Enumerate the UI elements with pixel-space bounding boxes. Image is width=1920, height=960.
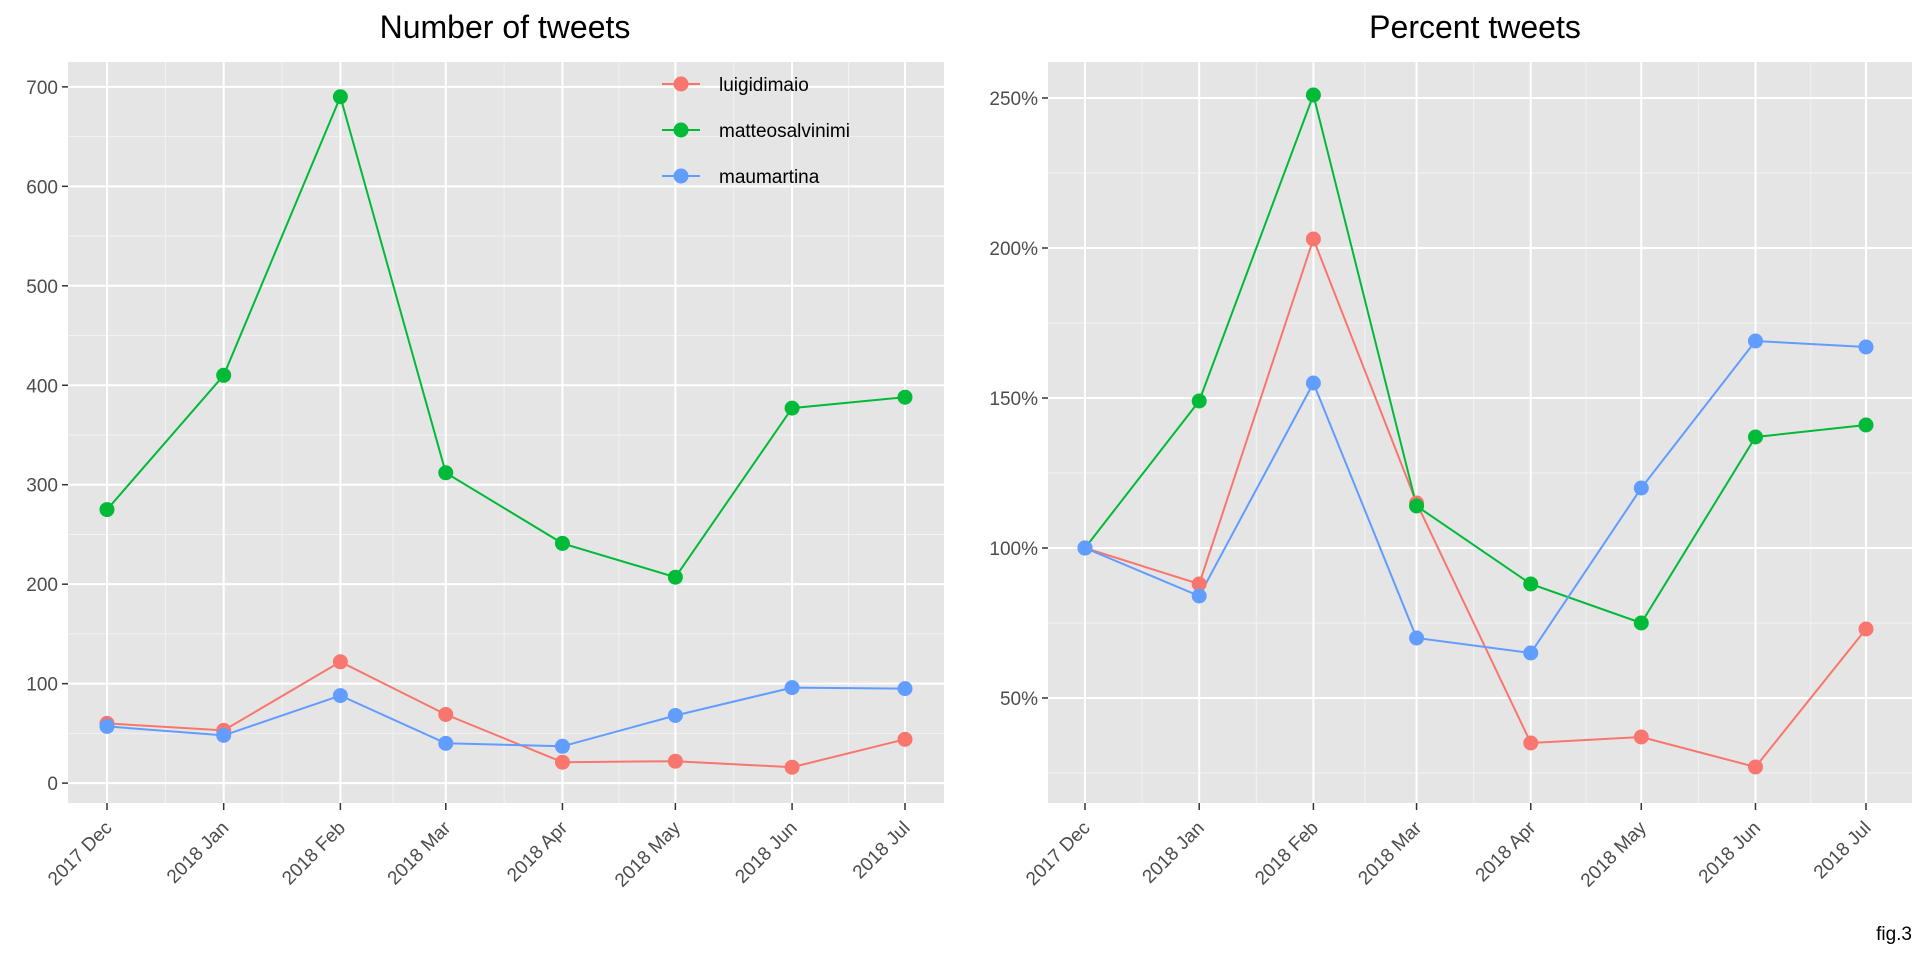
y-tick-label: 500 bbox=[26, 277, 58, 298]
data-point-matteosalvinimi bbox=[1523, 576, 1539, 592]
data-point-maumartina bbox=[1077, 540, 1093, 556]
data-point-matteosalvinimi bbox=[1747, 429, 1763, 445]
y-tick-label: 100% bbox=[989, 539, 1038, 560]
data-point-maumartina bbox=[332, 688, 348, 704]
data-point-matteosalvinimi bbox=[1191, 393, 1207, 409]
panel-background bbox=[1048, 62, 1912, 803]
legend: luigidimaio matteosalvinimi maumartina bbox=[662, 75, 850, 188]
data-point-luigidimaio bbox=[897, 731, 913, 747]
data-point-maumartina bbox=[99, 718, 115, 734]
y-tick-label: 200% bbox=[989, 239, 1038, 260]
data-point-maumartina bbox=[1305, 375, 1321, 391]
y-tick-label: 700 bbox=[26, 78, 58, 99]
data-point-luigidimaio bbox=[438, 706, 454, 722]
data-point-maumartina bbox=[667, 707, 683, 723]
data-point-luigidimaio bbox=[332, 654, 348, 670]
legend-label: maumartina bbox=[719, 167, 820, 188]
data-point-maumartina bbox=[1858, 339, 1874, 355]
data-point-maumartina bbox=[216, 727, 232, 743]
legend-label: luigidimaio bbox=[719, 75, 809, 96]
data-point-luigidimaio bbox=[1633, 729, 1649, 745]
y-tick-label: 50% bbox=[1000, 689, 1038, 710]
data-point-matteosalvinimi bbox=[897, 389, 913, 405]
legend-label: matteosalvinimi bbox=[719, 121, 850, 142]
data-point-luigidimaio bbox=[1858, 621, 1874, 637]
data-point-matteosalvinimi bbox=[784, 400, 800, 416]
chart-panel-number-of-tweets: Number of tweets 01002003004005006007002… bbox=[26, 9, 944, 892]
data-point-matteosalvinimi bbox=[216, 367, 232, 383]
data-point-matteosalvinimi bbox=[1305, 87, 1321, 103]
series-line-matteosalvinimi bbox=[106, 93, 906, 579]
data-point-maumartina bbox=[1633, 480, 1649, 496]
series-line-matteosalvinimi bbox=[1084, 91, 1867, 625]
data-point-matteosalvinimi bbox=[1409, 498, 1425, 514]
data-point-luigidimaio bbox=[1305, 231, 1321, 247]
data-point-luigidimaio bbox=[554, 754, 570, 770]
y-tick-label: 0 bbox=[47, 774, 58, 795]
series-line-luigidimaio bbox=[1084, 236, 1867, 769]
data-point-matteosalvinimi bbox=[438, 465, 454, 481]
y-tick-label: 400 bbox=[26, 376, 58, 397]
data-point-matteosalvinimi bbox=[332, 89, 348, 105]
y-tick-label: 300 bbox=[26, 476, 58, 497]
data-point-maumartina bbox=[438, 735, 454, 751]
figure-caption: fig.3 bbox=[1876, 924, 1912, 945]
data-point-matteosalvinimi bbox=[99, 502, 115, 518]
data-point-matteosalvinimi bbox=[1858, 417, 1874, 433]
plot-area: 50%100%150%200%250%2017 Dec 2018 Jan 2018 … bbox=[989, 62, 1912, 892]
data-point-maumartina bbox=[1747, 333, 1763, 349]
legend-key-point bbox=[673, 168, 689, 184]
data-point-matteosalvinimi bbox=[667, 569, 683, 585]
data-point-luigidimaio bbox=[1191, 576, 1207, 592]
chart-panel-percent-tweets: Percent tweets 50%100%150%200%250%2017 D… bbox=[989, 9, 1912, 892]
y-tick-label: 250% bbox=[989, 89, 1038, 110]
data-point-matteosalvinimi bbox=[1633, 615, 1649, 631]
data-point-maumartina bbox=[784, 680, 800, 696]
y-tick-label: 600 bbox=[26, 177, 58, 198]
legend-key-point bbox=[673, 122, 689, 138]
data-point-maumartina bbox=[1523, 645, 1539, 661]
data-point-luigidimaio bbox=[1747, 759, 1763, 775]
y-tick-label: 150% bbox=[989, 389, 1038, 410]
y-tick-label: 200 bbox=[26, 575, 58, 596]
data-point-luigidimaio bbox=[667, 753, 683, 769]
y-tick-label: 100 bbox=[26, 675, 58, 696]
legend-key-point bbox=[673, 76, 689, 92]
chart-title: Percent tweets bbox=[1369, 9, 1581, 45]
data-point-maumartina bbox=[1191, 588, 1207, 604]
data-point-maumartina bbox=[554, 738, 570, 754]
series-line-luigidimaio bbox=[106, 660, 906, 769]
series-line-maumartina bbox=[106, 686, 906, 748]
series-line-maumartina bbox=[1084, 339, 1867, 655]
chart-title: Number of tweets bbox=[380, 9, 631, 45]
data-point-luigidimaio bbox=[784, 759, 800, 775]
data-point-maumartina bbox=[897, 681, 913, 697]
data-point-luigidimaio bbox=[1523, 735, 1539, 751]
data-point-matteosalvinimi bbox=[554, 535, 570, 551]
data-point-maumartina bbox=[1409, 630, 1425, 646]
